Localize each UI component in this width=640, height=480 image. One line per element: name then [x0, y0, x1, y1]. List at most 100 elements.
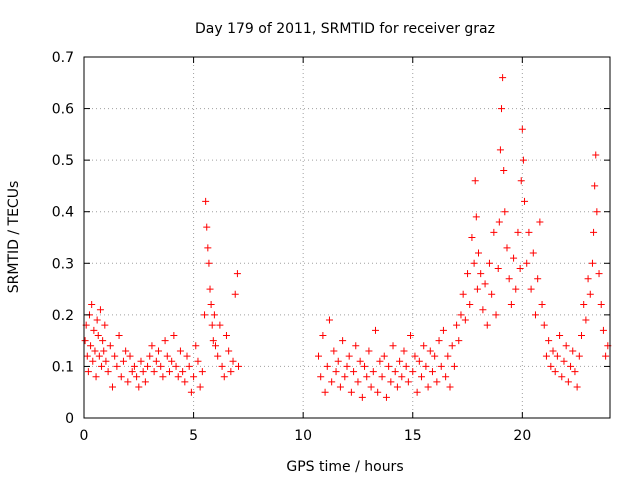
- data-point: [494, 264, 502, 272]
- data-point: [540, 321, 548, 329]
- data-point: [545, 337, 553, 345]
- data-point: [332, 368, 340, 376]
- data-point: [172, 362, 180, 370]
- data-point: [422, 362, 430, 370]
- data-point: [398, 373, 406, 381]
- data-point: [492, 311, 500, 319]
- data-point: [584, 275, 592, 283]
- data-point: [208, 321, 216, 329]
- data-point: [525, 228, 533, 236]
- data-point: [209, 337, 217, 345]
- data-point: [498, 105, 506, 113]
- data-point: [586, 290, 594, 298]
- x-tick-label: 15: [404, 428, 422, 444]
- data-point: [499, 74, 507, 82]
- data-point: [87, 342, 95, 350]
- data-point: [415, 357, 423, 365]
- data-point: [323, 362, 331, 370]
- data-point: [88, 301, 96, 309]
- data-point: [100, 347, 108, 355]
- data-point: [92, 373, 100, 381]
- data-point: [531, 311, 539, 319]
- data-point: [317, 373, 325, 381]
- data-point: [527, 285, 535, 293]
- data-point: [470, 259, 478, 267]
- data-point: [599, 326, 607, 334]
- data-point: [185, 362, 193, 370]
- data-point: [126, 352, 134, 360]
- x-tick-label: 10: [294, 428, 312, 444]
- data-point: [106, 342, 114, 350]
- data-point: [345, 352, 353, 360]
- axis-ticks: 0 5 10 15 20 0 0.1 0.2 0.3 0.4 0.5 0.6 0.7: [52, 50, 610, 444]
- data-point: [315, 352, 323, 360]
- data-point: [591, 182, 599, 190]
- data-point: [529, 249, 537, 257]
- data-point: [192, 342, 200, 350]
- data-point: [365, 347, 373, 355]
- data-point: [212, 342, 219, 350]
- data-point: [521, 197, 529, 205]
- data-point: [510, 254, 518, 262]
- data-point: [389, 342, 397, 350]
- data-point: [407, 331, 415, 339]
- data-point: [472, 213, 480, 221]
- data-point: [225, 347, 233, 355]
- grid-lines: [84, 57, 610, 418]
- data-point: [523, 259, 531, 267]
- data-point: [148, 342, 156, 350]
- data-point: [343, 362, 351, 370]
- data-point: [575, 352, 583, 360]
- data-point: [444, 352, 452, 360]
- data-point: [376, 357, 384, 365]
- data-point: [99, 337, 107, 345]
- data-point: [518, 125, 526, 133]
- data-point: [113, 362, 121, 370]
- data-point: [593, 208, 601, 216]
- data-point: [569, 347, 577, 355]
- data-point: [437, 362, 445, 370]
- data-point: [170, 331, 178, 339]
- data-point: [547, 362, 555, 370]
- y-tick-label: 0.1: [52, 359, 74, 375]
- data-point: [356, 357, 364, 365]
- data-point: [133, 373, 141, 381]
- data-point: [321, 388, 329, 396]
- data-point: [512, 285, 520, 293]
- data-point: [350, 368, 358, 376]
- x-axis-label: GPS time / hours: [286, 459, 403, 475]
- data-point: [446, 383, 454, 391]
- data-point: [448, 342, 456, 350]
- data-point: [439, 326, 447, 334]
- data-point: [124, 378, 132, 386]
- data-point: [450, 362, 458, 370]
- data-point: [98, 362, 106, 370]
- data-point: [194, 357, 202, 365]
- data-point: [84, 368, 92, 376]
- data-point: [201, 311, 209, 319]
- x-tick-label: 0: [80, 428, 89, 444]
- data-point: [216, 321, 224, 329]
- data-point: [150, 368, 158, 376]
- data-point: [218, 362, 226, 370]
- data-point: [501, 208, 509, 216]
- data-point: [483, 321, 491, 329]
- data-point: [144, 362, 152, 370]
- data-point: [495, 218, 503, 226]
- data-point: [514, 228, 522, 236]
- data-point: [409, 368, 417, 376]
- data-point: [108, 383, 116, 391]
- data-point: [93, 316, 101, 324]
- data-point: [354, 378, 362, 386]
- data-point: [198, 368, 206, 376]
- data-point: [334, 357, 342, 365]
- data-point: [428, 368, 436, 376]
- data-point: [556, 331, 564, 339]
- data-point: [567, 362, 575, 370]
- data-point: [206, 285, 214, 293]
- data-point: [214, 352, 222, 360]
- data-point: [517, 177, 525, 185]
- data-point: [94, 331, 102, 339]
- data-point: [319, 331, 327, 339]
- data-point: [347, 388, 355, 396]
